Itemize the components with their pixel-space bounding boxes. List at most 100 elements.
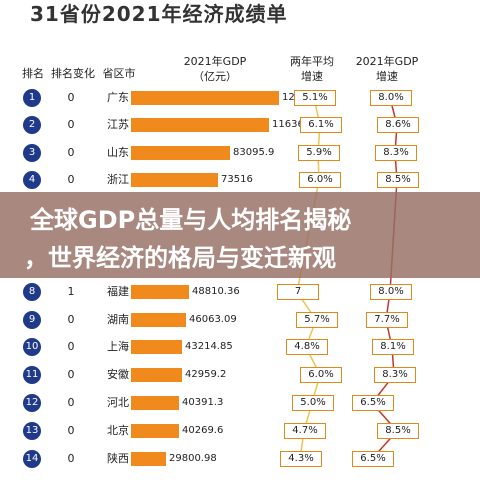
growth-label: 8.0% [370, 284, 412, 300]
rank-badge: 14 [23, 450, 41, 468]
rank-badge: 11 [23, 366, 41, 384]
gdp-value-label: 73516 [221, 174, 253, 185]
header-rank: 排名 [22, 67, 44, 80]
growth-label: 6.5% [352, 395, 394, 411]
header-growth-line2: 增速 [376, 70, 398, 83]
growth-label: 8.3% [374, 367, 416, 383]
avg-growth-label: 5.0% [292, 395, 334, 411]
province-name: 北京 [107, 424, 129, 437]
growth-label: 8.0% [370, 90, 412, 106]
gdp-value-label: 43214.85 [185, 341, 233, 352]
growth-label: 8.5% [377, 172, 419, 188]
growth-label: 7.7% [366, 312, 408, 328]
avg-growth-label: 6.1% [300, 117, 342, 133]
rank-change: 0 [67, 340, 75, 353]
rank-change: 0 [67, 313, 75, 326]
gdp-bar [131, 173, 218, 187]
table-row: 10 0 上海 43214.85 4.8% 8.1% [0, 333, 480, 361]
rank-change: 0 [67, 368, 75, 381]
gdp-value-label: 29800.98 [169, 453, 217, 464]
province-name: 浙江 [107, 173, 129, 186]
province-name: 河北 [107, 396, 129, 409]
rank-change: 0 [67, 173, 75, 186]
header-province: 省区市 [102, 67, 136, 80]
table-row: 10广东124369.675.1%8.0% [0, 84, 480, 112]
gdp-value-label: 83095.9 [233, 147, 275, 158]
growth-label: 8.1% [372, 339, 414, 355]
table-row: 13 0 北京 40269.6 4.7% 8.5% [0, 417, 480, 445]
header-avg-growth: 两年平均 增速 [282, 54, 342, 84]
gdp-bar [131, 340, 182, 354]
rank-badge: 2 [23, 116, 41, 134]
gdp-value-label: 46063.09 [189, 314, 237, 325]
header-gdp: 2021年GDP （亿元） [170, 54, 260, 84]
rank-change: 1 [67, 285, 75, 298]
avg-growth-label: 5.7% [296, 312, 338, 328]
banner-line-2: ，世界经济的格局与变迁新观 [24, 244, 336, 272]
gdp-bar [131, 118, 269, 132]
table-row: 9 0 湖南 46063.09 5.7% 7.7% [0, 306, 480, 334]
province-name: 山东 [107, 146, 129, 159]
rank-change: 0 [67, 452, 75, 465]
gdp-bar [131, 368, 182, 382]
table-row: 8 1 福建 48810.36 7 8.0% [0, 278, 480, 306]
province-name: 安徽 [107, 368, 129, 381]
gdp-bar [131, 285, 189, 299]
avg-growth-label: 6.0% [300, 367, 342, 383]
rank-change: 0 [67, 424, 75, 437]
rank-badge: 9 [23, 311, 41, 329]
title-bar: 31省份2021年经济成绩单 [0, 0, 480, 26]
header-avg-line2: 增速 [301, 70, 323, 83]
banner-overlay: 全球GDP总量与人均排名揭秘 ，世界经济的格局与变迁新观 [0, 192, 480, 278]
rank-change: 0 [67, 396, 75, 409]
gdp-value-label: 116364.2 [272, 119, 320, 130]
rank-badge: 8 [23, 283, 41, 301]
gdp-bar [131, 452, 166, 466]
table-row: 11 0 安徽 42959.2 6.0% 8.3% [0, 361, 480, 389]
header-change: 排名变化 [51, 67, 95, 80]
gdp-bar [131, 146, 230, 160]
rank-badge: 13 [23, 422, 41, 440]
gdp-bar [131, 313, 186, 327]
gdp-bar [131, 396, 179, 410]
rank-change: 0 [67, 91, 75, 104]
province-name: 湖南 [107, 313, 129, 326]
table-row: 4 0 浙江 73516 6.0% 8.5% [0, 166, 480, 194]
header-growth: 2021年GDP 增速 [350, 54, 424, 84]
header-avg-line1: 两年平均 [290, 55, 334, 68]
avg-growth-label: 4.8% [286, 339, 328, 355]
rank-change: 0 [67, 146, 75, 159]
chart-title: 31省份2021年经济成绩单 [30, 2, 288, 26]
growth-label: 8.5% [377, 423, 419, 439]
province-name: 江苏 [107, 118, 129, 131]
header-gdp-line2: （亿元） [193, 70, 237, 83]
gdp-value-label: 42959.2 [185, 369, 227, 380]
rank-badge: 10 [23, 338, 41, 356]
table-row: 12 0 河北 40391.3 5.0% 6.5% [0, 389, 480, 417]
avg-growth-label: 5.1% [294, 90, 336, 106]
rank-change: 0 [67, 118, 75, 131]
avg-growth-label: 6.0% [299, 172, 341, 188]
header-growth-line1: 2021年GDP [355, 55, 419, 68]
gdp-value-label: 48810.36 [192, 286, 240, 297]
table-row: 2 0 江苏 116364.2 6.1% 8.6% [0, 111, 480, 139]
growth-label: 6.5% [352, 451, 394, 467]
rank-badge: 1 [23, 89, 41, 107]
table-row: 3 0 山东 83095.9 5.9% 8.3% [0, 139, 480, 167]
header-gdp-line1: 2021年GDP [183, 55, 247, 68]
province-name: 陕西 [107, 452, 129, 465]
gdp-bar [131, 91, 279, 105]
growth-label: 8.3% [375, 145, 417, 161]
province-name: 福建 [107, 285, 129, 298]
avg-growth-label: 4.7% [284, 423, 326, 439]
growth-label: 8.6% [377, 117, 419, 133]
rank-badge: 4 [23, 171, 41, 189]
province-name: 广东 [107, 91, 129, 104]
table-row: 14 0 陕西 29800.98 4.3% 6.5% [0, 445, 480, 473]
province-name: 上海 [107, 340, 129, 353]
gdp-bar [131, 424, 179, 438]
gdp-value-label: 40269.6 [182, 425, 224, 436]
banner-line-1: 全球GDP总量与人均排名揭秘 [30, 206, 352, 234]
avg-growth-label: 7 [277, 284, 319, 300]
avg-growth-label: 4.3% [280, 451, 322, 467]
